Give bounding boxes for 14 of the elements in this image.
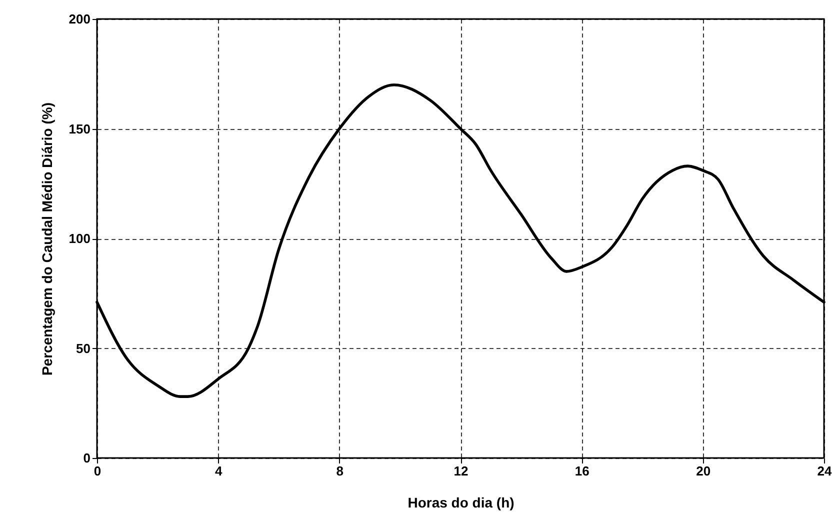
x-tick-label: 12 xyxy=(454,464,468,478)
x-tick-label: 0 xyxy=(94,464,102,478)
x-tick-label: 8 xyxy=(336,464,344,478)
y-tick-label: 150 xyxy=(68,121,90,136)
y-tick-label: 200 xyxy=(68,12,90,26)
y-tick-label: 0 xyxy=(83,450,90,466)
x-tick-label: 20 xyxy=(696,464,711,478)
x-axis-title: Horas do dia (h) xyxy=(408,494,514,510)
y-tick-label: 50 xyxy=(76,340,90,356)
x-tick-label: 4 xyxy=(215,464,224,478)
y-axis-title: Percentagem do Caudal Médio Diário (%) xyxy=(38,102,55,376)
y-tick-label: 100 xyxy=(68,231,90,246)
x-tick-label: 16 xyxy=(574,464,590,478)
x-tick-label: 24 xyxy=(817,464,832,478)
